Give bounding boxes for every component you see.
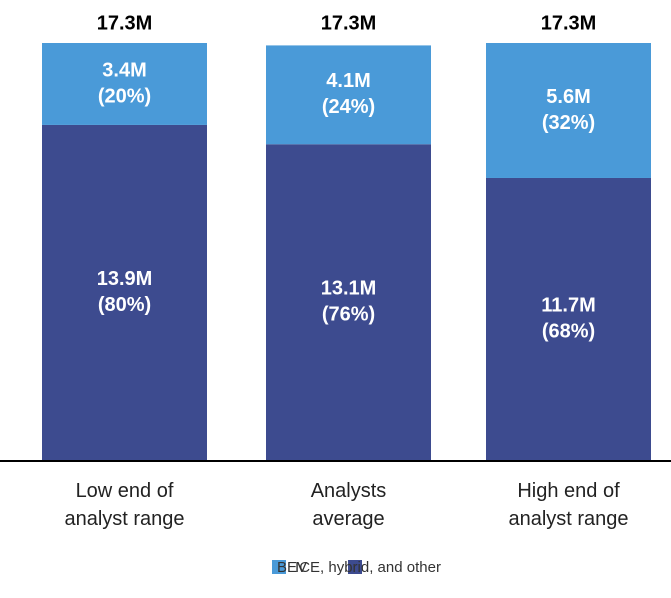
legend-label: ICE, hybrid, and other [295,559,441,576]
bar-segment [486,43,651,178]
bar-segment [266,45,431,145]
bar-segment [486,177,651,460]
x-tick-label: Low end of analyst range [64,480,185,530]
share-label: (24%) [322,96,375,118]
bar-segment [42,124,207,460]
share-label: (20%) [98,85,151,107]
share-label: (32%) [542,112,595,134]
value-label: 13.1M [321,277,377,299]
x-tick-label: Analysts average [310,480,387,530]
share-label: (68%) [542,320,595,342]
legend-swatch [272,560,286,574]
total-label: 17.3M [541,12,597,34]
x-tick-label: High end of analyst range [508,480,629,530]
legend-label: BEV [277,559,307,576]
value-label: 11.7M [541,294,595,316]
legend-swatch [348,560,362,574]
value-label: 5.6M [546,86,590,108]
bar-segment [266,144,431,460]
total-label: 17.3M [321,12,377,34]
share-label: (80%) [98,294,151,316]
bar-segment [42,43,207,125]
value-label: 4.1M [326,70,370,92]
value-label: 13.9M [97,268,153,290]
total-label: 17.3M [97,12,153,34]
value-label: 3.4M [102,59,146,81]
share-label: (76%) [322,303,375,325]
